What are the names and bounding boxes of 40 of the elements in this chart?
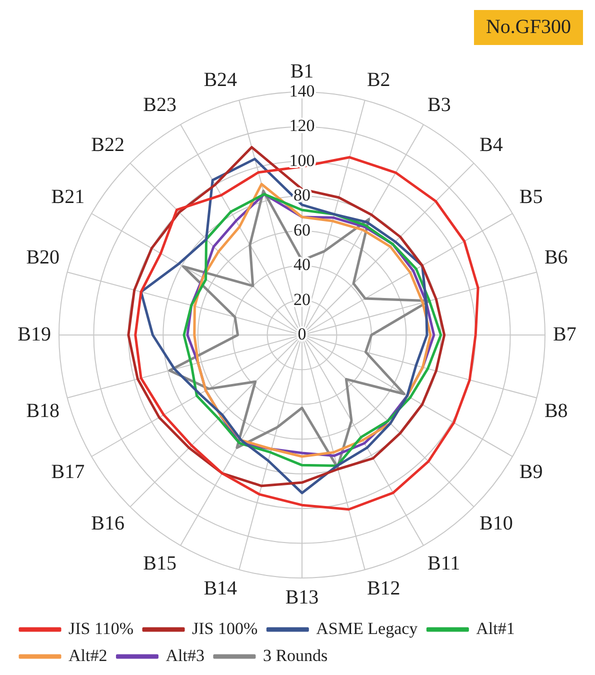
legend-label: Alt#3	[166, 646, 204, 665]
spoke-label: B4	[479, 134, 503, 156]
spoke-label: B17	[51, 460, 85, 483]
spoke-label: B8	[544, 400, 568, 422]
text: No.GF300	[474, 10, 583, 45]
spoke-label: B9	[519, 460, 543, 483]
spoke-label: B18	[26, 400, 60, 422]
spoke-label: B5	[519, 186, 543, 208]
spoke-label: B2	[366, 68, 390, 91]
spoke-label: B16	[91, 512, 125, 535]
spoke-label: B12	[366, 578, 400, 600]
spoke-label: B3	[428, 94, 451, 116]
spoke-label: B22	[91, 134, 125, 156]
y-tick-label: 20	[294, 290, 310, 309]
spoke-label: B13	[285, 586, 319, 608]
spoke-label: B21	[51, 186, 85, 208]
y-tick-label: 140	[289, 81, 315, 100]
y-tick-label: 120	[289, 116, 315, 136]
y-tick-label: 60	[294, 220, 310, 240]
spoke-label: B24	[204, 68, 238, 91]
legend-label: 3 Rounds	[262, 646, 328, 665]
legend-label: Alt#1	[476, 618, 515, 638]
spoke-label: B6	[544, 246, 568, 268]
spoke-label: B15	[143, 552, 176, 575]
spoke-label: B1	[290, 60, 314, 82]
y-tick-label: 40	[294, 255, 310, 274]
legend-label: ASME Legacy	[316, 618, 418, 638]
y-tick-label: 100	[289, 150, 315, 170]
legend-label: JIS 100%	[192, 618, 258, 638]
spoke-label: B11	[428, 552, 460, 575]
legend-label: JIS 110%	[68, 618, 134, 638]
spoke-label: B19	[18, 323, 51, 346]
legend-label: Alt#2	[68, 646, 108, 665]
y-tick-label: 80	[294, 186, 310, 205]
spoke-label: B23	[143, 94, 176, 116]
spoke-label: B7	[553, 323, 576, 346]
y-tick-label: 0	[298, 324, 306, 344]
spoke-label: B10	[479, 512, 513, 535]
spoke-label: B20	[26, 246, 60, 268]
spoke-label: B14	[204, 578, 238, 600]
